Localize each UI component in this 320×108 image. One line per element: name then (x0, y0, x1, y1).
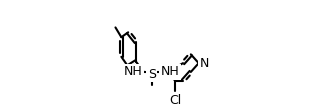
Text: N: N (200, 57, 209, 70)
Text: Cl: Cl (169, 94, 181, 107)
Text: NH: NH (161, 65, 179, 79)
Text: NH: NH (124, 65, 143, 79)
Text: S: S (148, 68, 156, 81)
